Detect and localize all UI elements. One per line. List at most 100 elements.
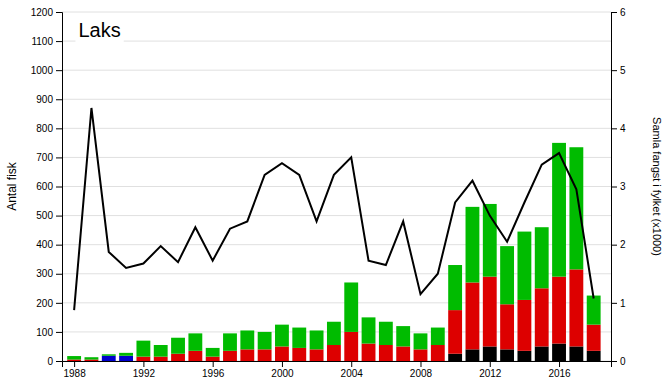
bar [362,344,376,361]
bar [379,345,393,361]
bar [552,277,566,344]
tick-mark [611,303,617,304]
tick-label: 1992 [133,368,156,379]
tick-mark [420,361,421,367]
tick: 6 [611,7,626,18]
bar [414,333,428,349]
tick-mark [74,361,75,367]
grid-line [62,157,611,158]
x-axis: 19881992199620002004200820122016 [63,361,612,379]
bar [327,322,341,345]
bar [466,282,480,349]
bar [587,351,601,361]
bar [102,355,116,356]
bar [85,357,99,359]
tick-mark [56,361,62,362]
tick: 5 [611,65,626,76]
tick: 1992 [133,361,156,379]
tick: 0 [611,356,626,367]
tick-label: 5 [620,65,626,76]
tick-mark [611,187,617,188]
bar [240,330,254,349]
tick-mark [351,361,352,367]
y-axis: 0100200300400500600700800900100011001200 [31,7,63,367]
bar [362,317,376,343]
bar [552,344,566,361]
tick-label: 100 [36,327,53,338]
grid-line [62,99,611,100]
bar [448,354,462,361]
bar [344,282,358,331]
bar [535,227,549,288]
tick-mark [56,157,62,158]
tick-label: 6 [620,7,626,18]
tick-label: 700 [36,152,53,163]
tick-mark [56,70,62,71]
axis-line [56,13,63,362]
title: Laks [78,19,120,41]
bar [569,269,583,346]
bar [448,265,462,310]
tick-mark [611,361,617,362]
tick-label: 800 [36,123,53,134]
bar [240,349,254,361]
bar [67,361,81,362]
bar [535,288,549,346]
tick-mark [56,245,62,246]
bar [85,361,99,362]
y-axis-title: Antal fisk [5,161,19,211]
tick-label: 600 [36,181,53,192]
tick-mark [611,245,617,246]
grid-line [62,128,611,129]
bar-series [102,356,133,361]
bar [466,349,480,361]
y2-axis: 0123456 [611,7,626,367]
tick-mark [611,12,617,13]
tick-label: 1200 [31,7,54,18]
bar [379,322,393,345]
bar [292,328,306,348]
grid-line [62,41,611,42]
tick: 1996 [202,361,225,379]
grid-line [62,70,611,71]
tick: 200 [36,298,62,309]
bar [258,349,272,361]
bar [517,351,531,361]
tick-label: 3 [620,181,626,192]
tick: 0 [47,356,62,367]
bar [483,346,497,361]
bar [85,361,99,362]
tick-mark [56,303,62,304]
y2-axis-title: Samla fangst i fylket (x1000) [651,117,663,256]
tick: 4 [611,123,626,134]
tick-label: 2008 [410,368,433,379]
bar [396,326,410,346]
grid-line [62,12,611,13]
bar [275,325,289,347]
tick-label: 2004 [341,368,364,379]
bar [171,354,185,361]
grid [62,12,611,361]
bar [275,346,289,361]
bar [154,357,168,361]
bar [431,328,445,345]
bar [310,330,324,349]
bar [414,349,428,361]
bar [223,333,237,350]
tick-mark [56,128,62,129]
tick: 900 [36,94,62,105]
bar [102,354,116,355]
tick-label: 300 [36,268,53,279]
marks [67,108,600,361]
bar [85,360,99,361]
bar [206,348,220,357]
tick-mark [56,274,62,275]
axis-line [612,13,618,362]
tick-label: 1100 [31,36,53,47]
tick-label: 0 [47,356,53,367]
tick: 300 [36,268,62,279]
tick-mark [559,361,560,367]
tick: 700 [36,152,62,163]
bar [500,349,514,361]
bar [327,345,341,361]
